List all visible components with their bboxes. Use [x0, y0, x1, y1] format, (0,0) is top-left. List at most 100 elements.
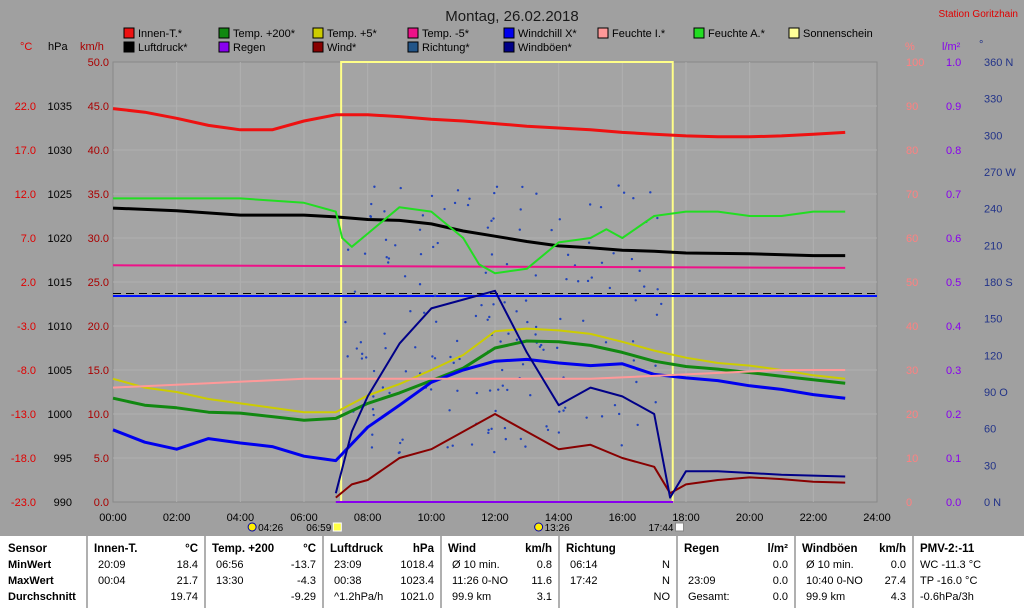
speed-tick-label: 15.0: [88, 365, 109, 377]
direction-point: [600, 261, 604, 264]
stats-column-unit: km/h: [525, 543, 552, 555]
direction-point: [519, 437, 523, 441]
rain-tick-label: 0.4: [946, 321, 961, 333]
time-tick-label: 06:00: [290, 512, 318, 524]
direction-point: [373, 185, 376, 188]
percent-tick-label: 40: [906, 321, 918, 333]
stats-label-column: Sensor MinWert MaxWert Durchschnitt: [0, 536, 88, 608]
rain-tick-label: 0.5: [946, 277, 961, 289]
direction-point: [521, 185, 524, 189]
wind-direction-dots: [344, 184, 663, 455]
legend-swatch: [218, 27, 230, 39]
stats-cell-value: 11.6: [531, 575, 552, 587]
stats-column: Innen-T. °C 20:09 18.4 00:04 21.7 19.74: [88, 536, 204, 608]
temp-unit-label: °C: [20, 41, 32, 53]
sunset-icon: [675, 522, 685, 532]
direction-point: [384, 346, 387, 350]
direction-point: [534, 333, 537, 336]
direction-point: [617, 412, 621, 416]
direction-point: [557, 431, 561, 434]
pmv-line: WC -11.3 °C: [920, 559, 982, 571]
stats-cell-value: -9.29: [290, 591, 316, 603]
direction-point: [398, 451, 401, 454]
stats-cell-info: 23:09: [688, 575, 716, 587]
direction-point: [384, 238, 388, 242]
direction-point: [612, 252, 615, 255]
rain-tick-label: 0.7: [946, 189, 961, 201]
direction-point: [558, 410, 561, 413]
stats-cell-info: 06:14: [570, 559, 598, 571]
direction-point: [501, 384, 504, 387]
direction-point: [649, 191, 652, 194]
temp-tick-label: -13.0: [11, 409, 36, 421]
direction-point: [492, 217, 495, 220]
legend: Innen-T.* Temp. +200* Temp. +5* Temp. -5* Wi…: [123, 27, 873, 54]
pressure-tick-label: 1035: [48, 101, 72, 113]
weather-chart: Montag, 26.02.2018 Station Goritzhain In…: [10, 8, 1018, 534]
legend-label: Temp. +200*: [233, 28, 296, 40]
stats-column-title: Wind: [448, 543, 476, 555]
direction-point: [474, 314, 478, 318]
stats-column: Regen l/m² 0.0 23:09 0.0 Gesamt: 0.0: [678, 536, 794, 608]
direction-point: [563, 406, 567, 409]
direction-point: [656, 216, 659, 220]
direction-point: [433, 357, 437, 360]
pressure-tick-label: 995: [54, 453, 72, 465]
direction-tick-label: 0 N: [984, 497, 1001, 509]
direction-point: [443, 207, 446, 211]
stats-cell-value: 0.0: [772, 591, 788, 603]
direction-tick-label: 300: [984, 130, 1002, 142]
stats-pmv-column: PMV-2:-11 WC -11.3 °C TP -16.0 °C -0.6hP…: [918, 536, 1024, 608]
pressure-tick-label: 1025: [48, 189, 72, 201]
direction-point: [372, 369, 376, 373]
direction-tick-label: 30: [984, 460, 996, 472]
series-line: [335, 413, 846, 499]
stats-cell-value: 19.74: [170, 591, 198, 603]
direction-point: [529, 393, 532, 397]
series-line: [112, 339, 846, 422]
direction-point: [493, 450, 496, 454]
stats-cell-value: 0.8: [536, 559, 552, 571]
direction-point: [409, 310, 412, 313]
direction-point: [360, 357, 364, 360]
stats-cell-value: 27.4: [884, 575, 906, 587]
legend-swatch: [503, 41, 515, 53]
stats-column-title: Temp. +200: [212, 543, 275, 555]
direction-point: [346, 248, 350, 251]
legend-swatch: [693, 27, 705, 39]
direction-point: [370, 202, 373, 206]
stats-column-unit: hPa: [412, 543, 434, 555]
direction-point: [436, 241, 439, 245]
pressure-tick-label: 1010: [48, 321, 72, 333]
stats-column-unit: km/h: [879, 543, 906, 555]
temp-tick-label: -18.0: [11, 453, 36, 465]
direction-point: [418, 283, 422, 286]
percent-tick-label: 100: [906, 57, 924, 69]
direction-point: [566, 253, 570, 257]
direction-point: [383, 332, 386, 335]
direction-point: [421, 214, 425, 217]
moonrise-icon: [534, 522, 544, 532]
direction-point: [490, 427, 493, 431]
legend-swatch: [597, 27, 609, 39]
direction-tick-label: 330: [984, 94, 1002, 106]
direction-point: [534, 274, 537, 277]
speed-tick-label: 30.0: [88, 233, 109, 245]
direction-point: [448, 409, 451, 412]
direction-point: [524, 445, 527, 448]
series-line: [112, 357, 846, 463]
rain-tick-label: 0.8: [946, 145, 961, 157]
direction-point: [488, 315, 491, 319]
stats-cell-value: 0.0: [772, 575, 788, 587]
direction-tick-label: 210: [984, 240, 1002, 252]
axis-ticks: 22.0 17.0 12.0 7.0 2.0 -3.0 -8.0 -13.0 -18.0 -23.…: [11, 57, 1016, 524]
direction-point: [503, 301, 506, 304]
direction-point: [587, 241, 591, 244]
legend-swatch: [788, 27, 800, 39]
legend-label: Feuchte I.*: [612, 28, 666, 40]
direction-point: [466, 203, 470, 207]
stats-column-unit: °C: [303, 543, 316, 555]
series-line: [334, 289, 846, 499]
sunrise-icon: [332, 522, 342, 532]
pmv-line: -0.6hPa/3h: [920, 591, 974, 603]
